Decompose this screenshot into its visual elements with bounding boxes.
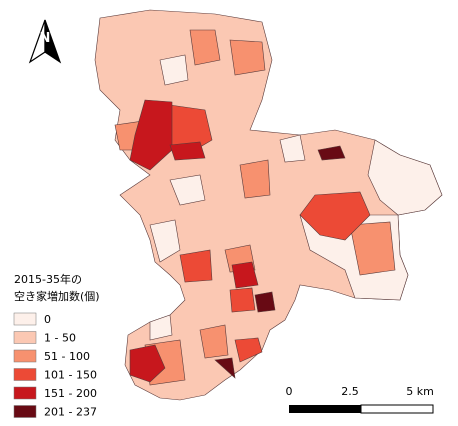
legend-swatch: [13, 312, 37, 326]
legend-swatch: [13, 349, 37, 363]
north-arrow: N: [28, 19, 62, 64]
region: [234, 337, 263, 363]
legend: 2015-35年の 空き家増加数(個) 0 1 - 50 51 - 100 101 -…: [13, 272, 100, 419]
region: [349, 221, 396, 276]
scale-label: 5 km: [406, 385, 434, 398]
region: [129, 344, 166, 383]
region: [229, 287, 256, 313]
legend-swatch: [13, 368, 37, 381]
legend-label: 151 - 200: [44, 387, 97, 400]
legend-title: 2015-35年の: [14, 272, 82, 286]
region: [179, 249, 213, 283]
legend-swatch: [13, 331, 37, 344]
region: [149, 219, 181, 263]
scale-label: 0: [286, 385, 293, 398]
region: [239, 159, 271, 199]
region: [189, 29, 221, 66]
region: [149, 314, 173, 341]
region: [367, 139, 443, 216]
region: [279, 134, 306, 163]
legend-title: 空き家増加数(個): [14, 289, 100, 303]
region: [214, 357, 236, 379]
region: [299, 191, 371, 241]
region: [229, 39, 266, 76]
region: [199, 324, 229, 359]
region: [129, 99, 173, 171]
region: [169, 174, 206, 206]
region: [231, 261, 259, 289]
region: [317, 145, 346, 161]
region: [159, 54, 189, 86]
legend-swatch: [13, 386, 37, 400]
scale-label: 2.5: [341, 385, 359, 398]
legend-label: 51 - 100: [44, 350, 90, 363]
scale-bar: 0 2.5 5 km: [286, 385, 434, 414]
legend-label: 1 - 50: [44, 332, 76, 345]
north-label: N: [40, 31, 51, 46]
scale-segment: [360, 404, 434, 414]
legend-label: 201 - 237: [44, 406, 97, 419]
legend-swatch: [13, 405, 37, 418]
region: [254, 291, 276, 313]
legend-label: 0: [44, 313, 51, 326]
scale-segment: [289, 405, 361, 413]
legend-label: 101 - 150: [44, 369, 97, 382]
region: [169, 141, 206, 161]
